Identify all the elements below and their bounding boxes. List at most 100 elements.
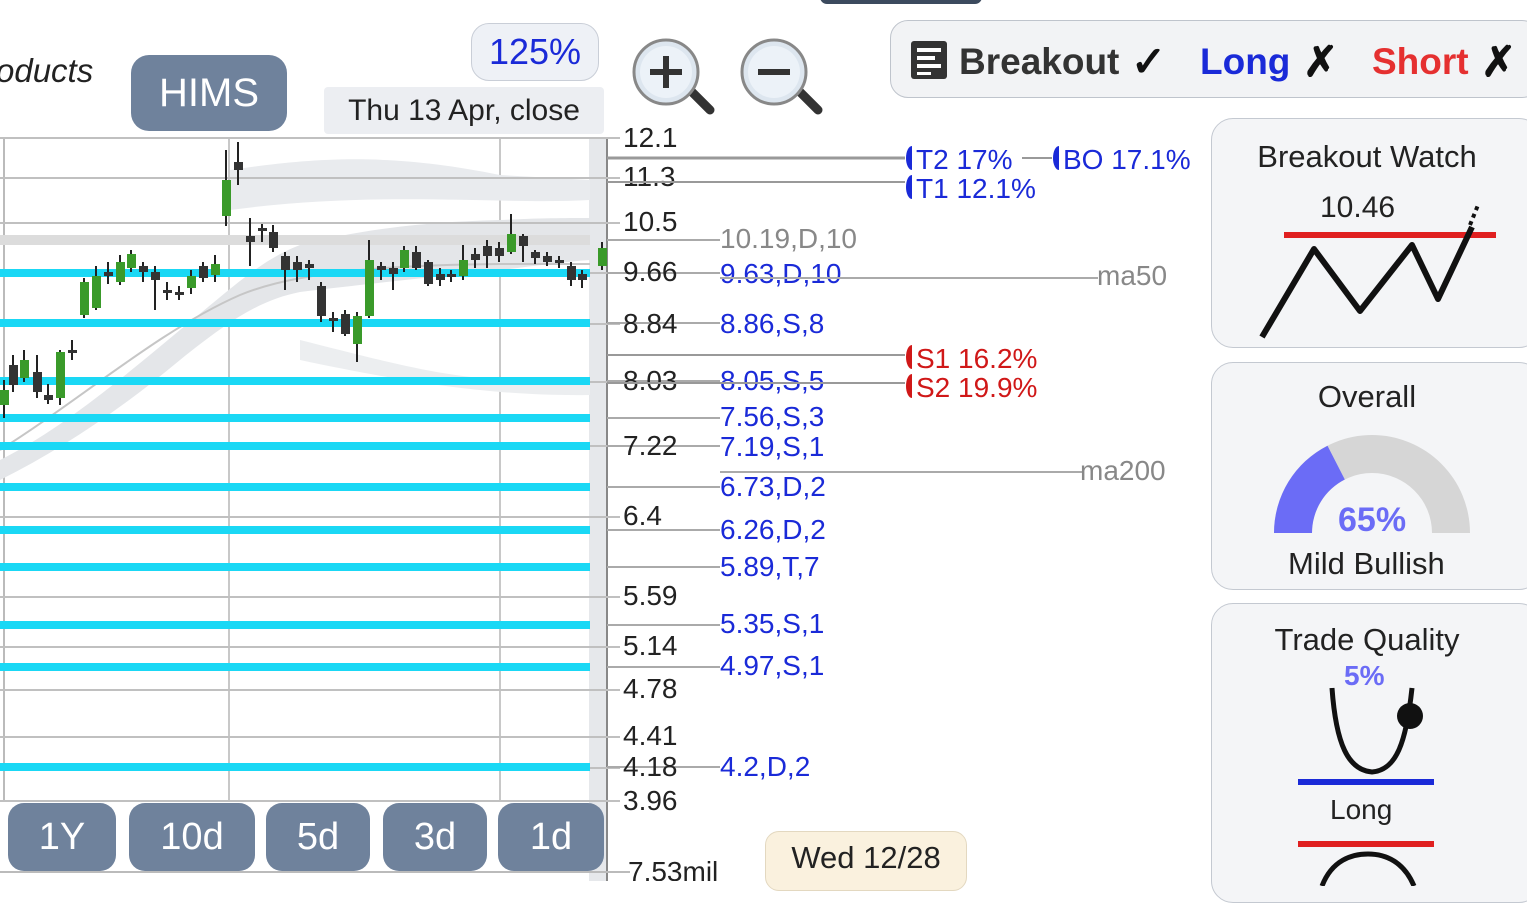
candle-down bbox=[104, 272, 113, 276]
candle-down bbox=[9, 365, 18, 385]
candle-down bbox=[44, 395, 53, 400]
t2-marker-icon bbox=[906, 146, 912, 170]
candle-up bbox=[116, 262, 125, 282]
support-resistance-label: 4.97,S,1 bbox=[720, 650, 824, 681]
bo-label: BO 17.1% bbox=[1063, 144, 1191, 175]
candle-down bbox=[281, 256, 290, 270]
price-axis-label: 6.4 bbox=[623, 500, 662, 531]
volume-label: 7.53mil bbox=[628, 856, 718, 881]
signal-bar: Breakout ✓ Long ✗ Short ✗ bbox=[890, 20, 1527, 98]
menu-list-icon[interactable] bbox=[911, 41, 947, 79]
close-date-badge: Thu 13 Apr, close bbox=[324, 87, 604, 134]
price-axis-label: 4.41 bbox=[623, 720, 678, 751]
trade-quality-curve-icon bbox=[1298, 687, 1434, 785]
support-line bbox=[0, 763, 590, 771]
t1-marker-icon bbox=[906, 175, 912, 199]
price-axis-label: 9.66 bbox=[623, 256, 678, 287]
price-band bbox=[0, 218, 590, 480]
support-resistance-label: 7.56,S,3 bbox=[720, 401, 824, 432]
breakout-signal-label[interactable]: Breakout bbox=[959, 41, 1120, 82]
period-button-3d[interactable]: 3d bbox=[383, 803, 487, 871]
candle-down bbox=[578, 274, 587, 280]
candle-down bbox=[389, 268, 398, 274]
support-resistance-label: 8.05,S,5 bbox=[720, 365, 824, 396]
candle-up bbox=[20, 360, 29, 378]
short-cross-icon: ✗ bbox=[1481, 38, 1517, 85]
candle-down bbox=[33, 372, 42, 392]
price-axis-label: 11.3 bbox=[623, 161, 675, 192]
level-lines bbox=[0, 137, 720, 802]
price-band-lower bbox=[300, 340, 590, 396]
trade-quality-card[interactable]: Trade Quality 5% Long bbox=[1211, 603, 1527, 903]
product-category-text: oducts bbox=[0, 52, 94, 89]
candle-down bbox=[543, 256, 552, 262]
candle-up bbox=[80, 282, 89, 315]
support-resistance-label: 4.2,D,2 bbox=[720, 751, 810, 782]
ticker-button[interactable]: HIMS bbox=[131, 55, 287, 131]
breakout-watch-card[interactable]: Breakout Watch 10.46 bbox=[1211, 118, 1527, 348]
price-axis-label: 4.18 bbox=[623, 751, 678, 782]
t1-label: T1 12.1% bbox=[916, 173, 1036, 204]
support-line bbox=[0, 442, 590, 450]
support-resistance-label: 9.63,D,10 bbox=[720, 258, 841, 289]
candle-down bbox=[567, 266, 576, 280]
candle-down bbox=[471, 254, 480, 260]
s2-marker-icon bbox=[906, 374, 912, 398]
support-resistance-label: 6.26,D,2 bbox=[720, 514, 826, 545]
price-axis-label: 7.22 bbox=[623, 430, 678, 461]
breakout-pattern-icon bbox=[1259, 204, 1496, 339]
price-axis-label: 8.84 bbox=[623, 308, 678, 339]
candle-up bbox=[353, 316, 362, 344]
candle-down bbox=[483, 246, 492, 256]
price-axis-label: 8.03 bbox=[623, 365, 678, 396]
s1-marker-icon bbox=[906, 345, 912, 369]
overall-title: Overall bbox=[1317, 379, 1417, 414]
candle-down bbox=[151, 272, 160, 280]
candle-down bbox=[258, 228, 267, 231]
candle-up bbox=[127, 254, 136, 268]
price-chart[interactable]: 12.1 11.3 10.5 9.66 8.84 8.03 7.22 6.4 5.59 5.14 4… bbox=[0, 0, 1210, 881]
breakout-watch-value: 10.46 bbox=[1320, 191, 1396, 224]
candle-down bbox=[305, 264, 314, 268]
overall-card[interactable]: Overall 65% Mild Bullish bbox=[1211, 362, 1527, 590]
candle-down bbox=[68, 350, 77, 353]
period-button-10d[interactable]: 10d bbox=[129, 803, 255, 871]
support-line bbox=[0, 621, 590, 629]
candle-down bbox=[341, 314, 350, 334]
candle-down bbox=[139, 266, 148, 272]
price-axis-label: 12.1 bbox=[623, 122, 678, 153]
s1-label: S1 16.2% bbox=[916, 343, 1037, 374]
overall-sentiment-label: Mild Bullish bbox=[1288, 546, 1445, 581]
price-axis-label: 3.96 bbox=[623, 785, 678, 816]
trade-quality-short-curve-icon bbox=[1298, 841, 1434, 886]
overall-gauge bbox=[1274, 435, 1470, 533]
trade-quality-percent: 5% bbox=[1344, 660, 1385, 691]
zoom-out-icon[interactable] bbox=[736, 38, 828, 118]
ma50-label: ma50 bbox=[1097, 260, 1167, 291]
period-button-1y[interactable]: 1Y bbox=[8, 803, 116, 871]
candle-up bbox=[400, 250, 409, 268]
zoom-in-icon[interactable] bbox=[628, 38, 720, 118]
zoom-level-badge[interactable]: 125% bbox=[471, 23, 599, 81]
support-resistance-label: 8.86,S,8 bbox=[720, 308, 824, 339]
breakout-watch-title: Breakout Watch bbox=[1257, 139, 1477, 174]
candle-down bbox=[447, 274, 456, 277]
support-resistance-label: 10.19,D,10 bbox=[720, 223, 857, 254]
short-signal-label[interactable]: Short bbox=[1372, 41, 1469, 82]
candle-down bbox=[199, 266, 208, 278]
bottom-date-badge: Wed 12/28 bbox=[765, 831, 967, 891]
candle-down bbox=[163, 290, 172, 293]
price-axis-label: 10.5 bbox=[623, 206, 678, 237]
period-button-1d[interactable]: 1d bbox=[498, 803, 604, 871]
ma-line bbox=[0, 263, 590, 451]
candle-down bbox=[531, 252, 540, 258]
long-cross-icon: ✗ bbox=[1303, 38, 1339, 85]
candle-down bbox=[377, 266, 386, 270]
period-button-5d[interactable]: 5d bbox=[266, 803, 370, 871]
price-axis-label: 5.59 bbox=[623, 580, 678, 611]
support-line bbox=[0, 319, 590, 327]
candle-up bbox=[187, 276, 196, 288]
trade-quality-title: Trade Quality bbox=[1274, 622, 1460, 657]
long-signal-label[interactable]: Long bbox=[1200, 41, 1291, 82]
candle-up bbox=[0, 390, 9, 405]
